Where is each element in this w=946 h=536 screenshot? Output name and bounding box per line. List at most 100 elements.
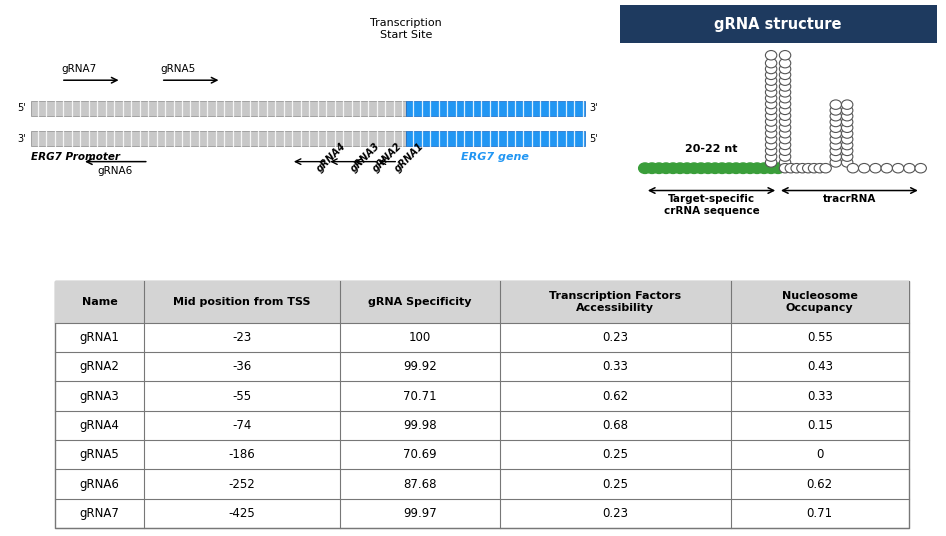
Text: tracrRNA: tracrRNA	[823, 195, 876, 204]
Text: Transcription Factors
Accessibility: Transcription Factors Accessibility	[550, 291, 681, 313]
Circle shape	[780, 105, 791, 115]
Circle shape	[780, 58, 791, 68]
Circle shape	[842, 135, 853, 144]
Bar	[30, 101, 406, 116]
Circle shape	[830, 100, 842, 109]
Circle shape	[842, 123, 853, 132]
Circle shape	[764, 163, 778, 174]
Circle shape	[751, 163, 763, 174]
Text: gRNA3: gRNA3	[79, 390, 119, 403]
Circle shape	[765, 58, 777, 68]
Circle shape	[659, 163, 673, 174]
Text: 3': 3'	[17, 133, 26, 144]
Circle shape	[765, 70, 777, 79]
Text: 0.43: 0.43	[807, 360, 832, 373]
Circle shape	[674, 163, 687, 174]
Circle shape	[780, 70, 791, 79]
Circle shape	[780, 76, 791, 85]
Circle shape	[780, 140, 791, 150]
Circle shape	[830, 106, 842, 115]
Text: -23: -23	[232, 331, 252, 344]
Bar	[406, 101, 585, 116]
Text: Name: Name	[81, 297, 117, 307]
Circle shape	[830, 146, 842, 155]
Text: 0.55: 0.55	[807, 331, 832, 344]
Circle shape	[780, 158, 791, 167]
Text: Target-specific
crRNA sequence: Target-specific crRNA sequence	[664, 195, 760, 216]
Text: Nucleosome
Occupancy: Nucleosome Occupancy	[781, 291, 858, 313]
Circle shape	[737, 163, 749, 174]
Text: gRNA Specificity: gRNA Specificity	[368, 297, 471, 307]
Text: -252: -252	[228, 478, 255, 490]
Circle shape	[780, 82, 791, 91]
Text: gRNA3: gRNA3	[348, 141, 381, 174]
Text: 0.71: 0.71	[807, 507, 832, 520]
Bar	[30, 131, 406, 146]
Circle shape	[702, 163, 714, 174]
Circle shape	[842, 158, 853, 167]
Circle shape	[729, 163, 743, 174]
Circle shape	[842, 146, 853, 155]
Circle shape	[758, 163, 770, 174]
Text: 0.23: 0.23	[603, 507, 628, 520]
Circle shape	[765, 93, 777, 103]
Circle shape	[842, 152, 853, 161]
Circle shape	[780, 163, 791, 173]
Bar	[620, 5, 937, 43]
Circle shape	[915, 163, 926, 173]
Circle shape	[903, 163, 915, 173]
Circle shape	[830, 135, 842, 144]
Circle shape	[881, 163, 892, 173]
Text: gRNA6: gRNA6	[97, 166, 133, 176]
Circle shape	[765, 50, 777, 60]
Circle shape	[842, 140, 853, 150]
Circle shape	[765, 99, 777, 109]
Circle shape	[830, 152, 842, 161]
Circle shape	[780, 129, 791, 138]
Text: 3': 3'	[589, 103, 598, 114]
Circle shape	[765, 152, 777, 161]
Circle shape	[639, 163, 651, 174]
Text: 0.33: 0.33	[807, 390, 832, 403]
Text: 70.69: 70.69	[403, 448, 436, 461]
Text: gRNA7: gRNA7	[61, 64, 96, 73]
Text: 99.92: 99.92	[403, 360, 436, 373]
Circle shape	[765, 140, 777, 150]
Circle shape	[842, 111, 853, 121]
Circle shape	[815, 163, 826, 173]
Text: 5': 5'	[17, 103, 26, 114]
Circle shape	[688, 163, 700, 174]
Text: ERG7 Promoter: ERG7 Promoter	[30, 152, 119, 162]
Circle shape	[830, 117, 842, 126]
Circle shape	[765, 76, 777, 85]
Circle shape	[765, 135, 777, 144]
Text: 100: 100	[409, 331, 430, 344]
Text: 5': 5'	[589, 133, 598, 144]
Circle shape	[765, 111, 777, 121]
Text: gRNA2: gRNA2	[371, 141, 404, 174]
Text: 0.68: 0.68	[603, 419, 628, 432]
Text: gRNA6: gRNA6	[79, 478, 119, 490]
Text: 20-22 nt: 20-22 nt	[685, 144, 738, 154]
Text: 0.23: 0.23	[603, 331, 628, 344]
Circle shape	[892, 163, 903, 173]
Circle shape	[842, 106, 853, 115]
Text: -55: -55	[232, 390, 252, 403]
Text: 0.33: 0.33	[603, 360, 628, 373]
Text: 87.68: 87.68	[403, 478, 436, 490]
Circle shape	[716, 163, 728, 174]
Text: -36: -36	[232, 360, 252, 373]
Circle shape	[646, 163, 658, 174]
Circle shape	[808, 163, 820, 173]
Text: gRNA4: gRNA4	[315, 141, 348, 174]
Circle shape	[780, 117, 791, 126]
Circle shape	[780, 146, 791, 155]
Circle shape	[848, 163, 859, 173]
Circle shape	[802, 163, 814, 173]
Text: 0.15: 0.15	[807, 419, 832, 432]
Circle shape	[780, 99, 791, 109]
Text: 99.97: 99.97	[403, 507, 436, 520]
Text: -186: -186	[228, 448, 255, 461]
Circle shape	[842, 129, 853, 138]
Text: 0.25: 0.25	[603, 478, 628, 490]
